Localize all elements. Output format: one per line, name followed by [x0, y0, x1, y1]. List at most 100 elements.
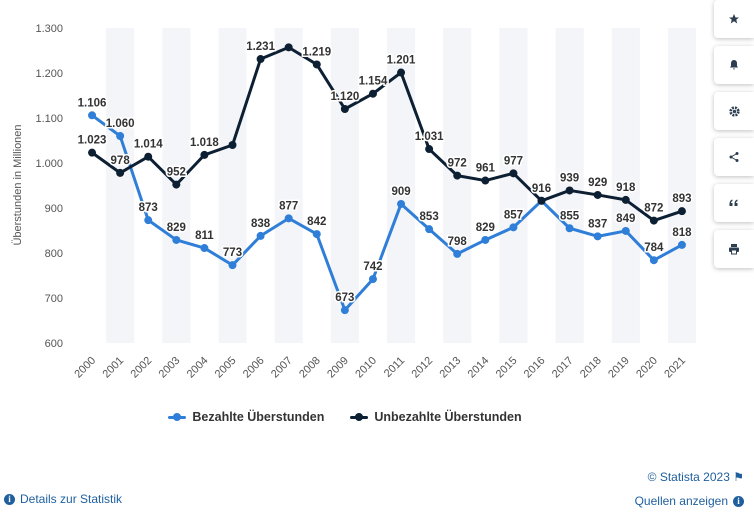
print-button[interactable]: [714, 230, 754, 268]
y-tick-label: 1.000: [35, 158, 63, 170]
copyright-link[interactable]: © Statista 2023 ⚑: [648, 470, 744, 484]
data-point-paid[interactable]: [677, 240, 686, 249]
data-point-unpaid[interactable]: [172, 180, 181, 189]
data-point-unpaid[interactable]: [228, 141, 237, 149]
data-point-unpaid[interactable]: [481, 176, 490, 185]
data-point-paid[interactable]: [200, 244, 209, 253]
data-point-unpaid[interactable]: [340, 105, 349, 113]
settings-button[interactable]: [714, 92, 754, 130]
data-point-paid[interactable]: [621, 226, 630, 235]
cite-button[interactable]: [714, 184, 754, 222]
x-tick-label: 2014: [466, 355, 492, 381]
data-point-paid[interactable]: [453, 249, 462, 258]
data-label-paid: 829: [476, 222, 495, 234]
data-label-paid: 818: [672, 227, 692, 239]
data-point-unpaid[interactable]: [284, 43, 293, 52]
data-point-paid[interactable]: [368, 275, 377, 284]
x-tick-label: 2004: [185, 355, 211, 381]
data-point-unpaid[interactable]: [116, 168, 125, 177]
x-tick-label: 2013: [438, 355, 464, 381]
x-axis-ticks: 2000 2001 2002 2003 2004 2005 2006 2007 2008 2009…: [72, 355, 688, 381]
data-point-paid[interactable]: [340, 306, 349, 315]
details-link[interactable]: i Details zur Statistik: [4, 492, 122, 506]
data-point-paid[interactable]: [284, 214, 293, 223]
copyright-text: © Statista 2023: [647, 470, 730, 484]
data-point-unpaid[interactable]: [649, 216, 658, 225]
y-tick-label: 1.300: [35, 23, 63, 35]
data-point-paid[interactable]: [397, 199, 406, 208]
data-point-paid[interactable]: [228, 261, 237, 270]
data-label-unpaid: 977: [504, 155, 523, 167]
data-point-paid[interactable]: [312, 230, 321, 239]
legend-symbol-paid: [168, 411, 187, 423]
x-tick-label: 2003: [157, 355, 183, 381]
legend-label-unpaid: Unbezahlte Überstunden: [374, 410, 522, 424]
y-tick-label: 900: [45, 203, 63, 215]
data-label-unpaid: 1.219: [302, 46, 331, 58]
notification-button[interactable]: [714, 46, 754, 84]
data-label-paid: 877: [279, 200, 298, 212]
data-point-unpaid[interactable]: [425, 145, 434, 154]
x-tick-label: 2016: [522, 355, 548, 381]
grid-band: [106, 28, 135, 343]
data-label-paid: 849: [616, 213, 635, 225]
data-point-unpaid[interactable]: [312, 60, 321, 69]
data-point-unpaid[interactable]: [256, 55, 265, 64]
print-icon: [729, 244, 739, 255]
data-label-paid: 842: [307, 216, 326, 228]
x-tick-label: 2001: [100, 355, 126, 381]
x-tick-label: 2021: [662, 355, 688, 381]
data-point-paid[interactable]: [88, 111, 97, 120]
data-label-paid: 855: [560, 210, 580, 222]
data-point-unpaid[interactable]: [144, 152, 153, 161]
data-label-paid: 742: [363, 261, 382, 273]
data-point-paid[interactable]: [116, 132, 125, 140]
data-point-paid[interactable]: [425, 225, 434, 234]
sources-link[interactable]: Quellen anzeigen i: [635, 494, 744, 508]
data-point-paid[interactable]: [172, 235, 181, 244]
data-point-paid[interactable]: [256, 231, 265, 240]
data-label-unpaid: 1.154: [359, 76, 388, 88]
legend-item-paid[interactable]: Bezahlte Überstunden: [168, 410, 324, 424]
data-label-unpaid: 972: [448, 158, 467, 170]
data-point-paid[interactable]: [593, 232, 602, 241]
data-point-unpaid[interactable]: [593, 190, 602, 199]
data-point-unpaid[interactable]: [565, 186, 574, 195]
legend: Bezahlte Überstunden Unbezahlte Überstun…: [0, 410, 690, 424]
data-point-unpaid[interactable]: [88, 148, 97, 157]
data-label-paid: 853: [420, 211, 439, 223]
data-label-unpaid: 1.018: [190, 137, 219, 149]
data-label-unpaid: 872: [644, 203, 663, 215]
data-label-unpaid: 1.120: [330, 91, 359, 103]
data-point-unpaid[interactable]: [621, 195, 630, 204]
data-label-unpaid: 952: [167, 167, 186, 179]
sidebar-toolbar: [714, 0, 754, 268]
y-tick-label: 1.200: [35, 68, 63, 80]
data-point-unpaid[interactable]: [537, 196, 546, 205]
data-point-paid[interactable]: [144, 216, 153, 225]
data-point-unpaid[interactable]: [200, 150, 209, 159]
data-point-unpaid[interactable]: [677, 207, 686, 216]
data-label-paid: 909: [391, 186, 410, 198]
legend-item-unpaid[interactable]: Unbezahlte Überstunden: [350, 410, 522, 424]
data-point-paid[interactable]: [649, 256, 658, 265]
share-icon: [729, 152, 739, 162]
data-point-unpaid[interactable]: [453, 171, 462, 180]
data-point-paid[interactable]: [509, 223, 518, 232]
grid-band: [218, 28, 247, 343]
series-line-unpaid: [90, 45, 684, 223]
y-tick-label: 1.100: [35, 113, 63, 125]
data-point-paid[interactable]: [481, 235, 490, 244]
grid-band: [611, 28, 640, 343]
share-button[interactable]: [714, 138, 754, 176]
favorite-button[interactable]: [714, 0, 754, 38]
sources-link-text: Quellen anzeigen: [634, 494, 728, 508]
x-tick-label: 2012: [409, 355, 435, 381]
gear-icon: [728, 105, 740, 117]
data-point-unpaid[interactable]: [509, 169, 518, 178]
data-point-paid[interactable]: [565, 224, 574, 233]
data-point-unpaid[interactable]: [397, 68, 406, 77]
data-point-unpaid[interactable]: [368, 89, 377, 98]
x-tick-label: 2018: [578, 355, 604, 381]
data-label-paid: 837: [588, 218, 607, 230]
